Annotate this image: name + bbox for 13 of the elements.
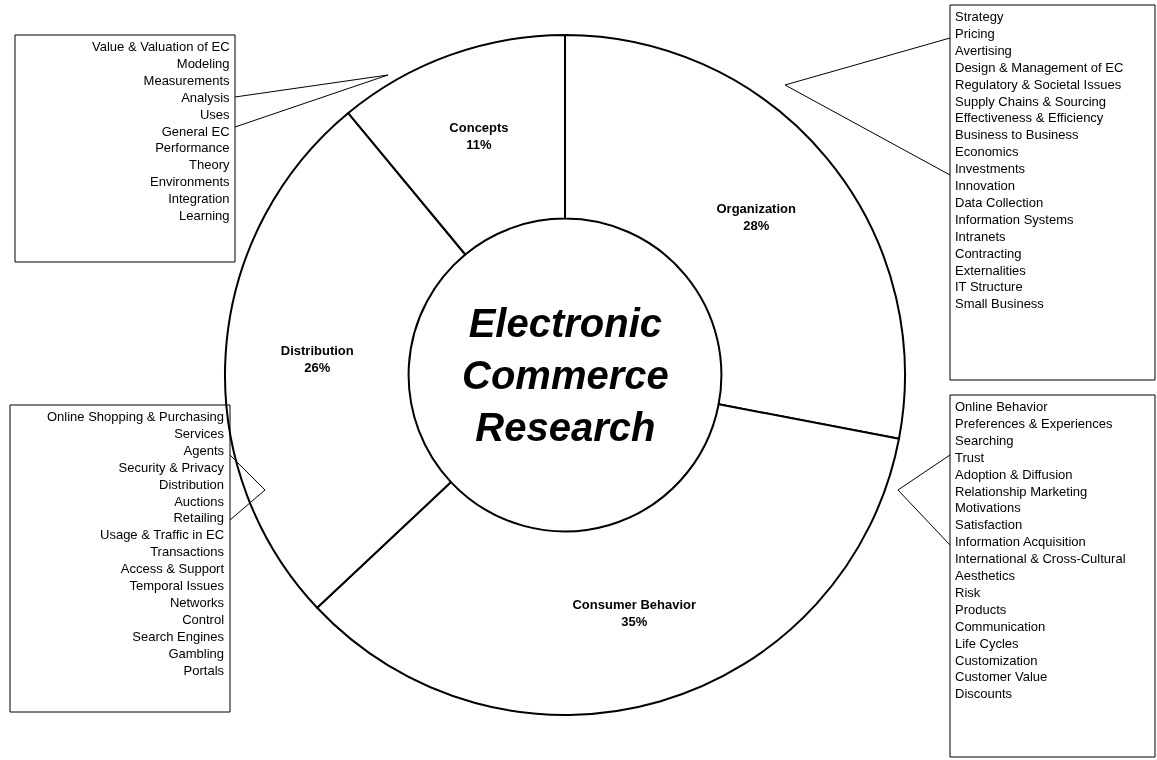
data-label: 11% [466, 136, 493, 152]
data-label: 26% [304, 360, 331, 376]
slice-label: Distribution [280, 343, 354, 359]
slice-label: Consumer Behavior [572, 597, 697, 613]
data-label: 28% [743, 217, 770, 233]
slice-label: Organization [716, 200, 796, 216]
text: Value & Valuation of EC Modeling Measurements Analysis Uses General EC Performance Theory Environments Integration Learning [92, 39, 230, 223]
text: Electronic Commerce Research [462, 301, 669, 449]
data-label: 35% [621, 614, 648, 630]
text: Strategy Pricing Avertising Design & Management of EC Regulatory & Societal Issues Supply Chains & Sourcing Effectiveness & Efficiency Business to Business Economics Investments Innovation Data Collection Information Systems Intranets Contracting Externalities IT Structure Small Business [955, 9, 1124, 312]
text: Online Behavior Preferences & Experiences Searching Trust Adoption & Diffusion Relationship Marketing Motivations Satisfaction Information Acquisition International & Cross-Cultural Aesthetics Risk Products Communication Life Cycles Customization Customer Value Discounts [955, 399, 1126, 702]
slice-label: Concepts [449, 120, 509, 136]
text: Online Shopping & Purchasing Services Agents Security & Privacy Distribution Auctions Retailing Usage & Traffic in EC Transactions Access & Support Temporal Issues Networks Control Search Engines Gambling Portals [47, 409, 225, 678]
